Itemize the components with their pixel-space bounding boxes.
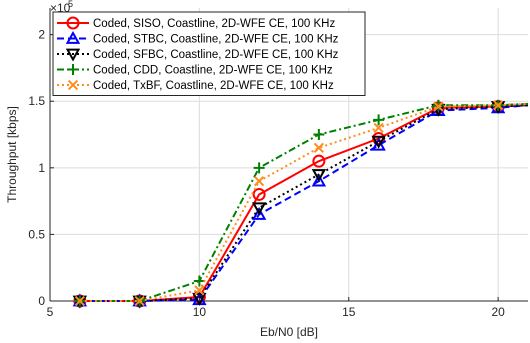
x-tick-label: 10 bbox=[193, 305, 207, 319]
legend-marker bbox=[67, 79, 79, 91]
legend-label: Coded, SISO, Coastline, 2D-WFE CE, 100 K… bbox=[93, 18, 335, 30]
y-axis-exponent: ×10 5 bbox=[50, 0, 73, 15]
y-tick-label: 0 bbox=[38, 294, 45, 308]
x-axis-label: Eb/N0 [dB] bbox=[260, 325, 318, 339]
y-exponent-base: ×10 bbox=[50, 1, 71, 15]
y-tick-label: 2 bbox=[38, 28, 45, 42]
data-point bbox=[371, 137, 386, 151]
data-point bbox=[373, 122, 384, 133]
data-point bbox=[193, 275, 205, 287]
data-point bbox=[311, 169, 327, 183]
y-exponent-power: 5 bbox=[68, 0, 73, 9]
data-point bbox=[251, 206, 267, 220]
legend-marker bbox=[65, 30, 81, 44]
x-tick-label: 5 bbox=[47, 305, 54, 319]
legend-entry-3: Coded, SFBC, Coastline, 2D-WFE CE, 100 K… bbox=[57, 48, 339, 62]
data-point bbox=[313, 129, 325, 141]
y-axis-label: Throughput [kbps] bbox=[5, 106, 19, 203]
data-point bbox=[74, 295, 85, 307]
series-layer bbox=[72, 99, 529, 309]
y-tick-label: 1.5 bbox=[28, 94, 45, 108]
data-point bbox=[194, 285, 205, 296]
data-point bbox=[433, 101, 444, 112]
legend-entry-4: Coded, CDD, Coastline, 2D-WFE CE, 100 KH… bbox=[57, 64, 333, 77]
legend-marker bbox=[66, 16, 80, 30]
data-point bbox=[251, 202, 267, 216]
legend-marker bbox=[65, 48, 81, 62]
legend-box bbox=[52, 11, 366, 96]
data-point bbox=[311, 173, 327, 187]
legend: Coded, SISO, Coastline, 2D-WFE CE, 100 K… bbox=[52, 11, 366, 96]
legend-entry-2: Coded, STBC, Coastline, 2D-WFE CE, 100 K… bbox=[57, 30, 339, 46]
data-point bbox=[493, 100, 504, 111]
y-tick-label: 1 bbox=[38, 161, 45, 175]
data-point bbox=[253, 162, 265, 174]
legend-label: Coded, TxBF, Coastline, 2D-WFE CE, 100 K… bbox=[93, 80, 334, 92]
x-tick-label: 20 bbox=[491, 305, 505, 319]
data-point bbox=[312, 154, 326, 168]
legend-marker bbox=[67, 64, 79, 75]
legend-entry-5: Coded, TxBF, Coastline, 2D-WFE CE, 100 K… bbox=[57, 79, 334, 92]
legend-label: Coded, STBC, Coastline, 2D-WFE CE, 100 K… bbox=[93, 34, 339, 46]
legend-label: Coded, SFBC, Coastline, 2D-WFE CE, 100 K… bbox=[93, 49, 339, 61]
data-point bbox=[373, 114, 385, 126]
axes: 5 10 15 20 0 0.5 1 1.5 2 bbox=[28, 8, 528, 319]
data-point bbox=[134, 295, 145, 307]
data-point bbox=[254, 176, 265, 187]
data-point bbox=[252, 187, 266, 201]
series-5 bbox=[74, 100, 529, 307]
y-tick-label: 0.5 bbox=[28, 227, 45, 241]
data-point bbox=[313, 142, 324, 153]
legend-label: Coded, CDD, Coastline, 2D-WFE CE, 100 KH… bbox=[93, 65, 333, 77]
series-line bbox=[79, 104, 529, 302]
data-point bbox=[192, 292, 207, 306]
data-point bbox=[371, 135, 386, 149]
x-tick-label: 15 bbox=[342, 305, 356, 319]
legend-entry-1: Coded, SISO, Coastline, 2D-WFE CE, 100 K… bbox=[57, 16, 335, 30]
